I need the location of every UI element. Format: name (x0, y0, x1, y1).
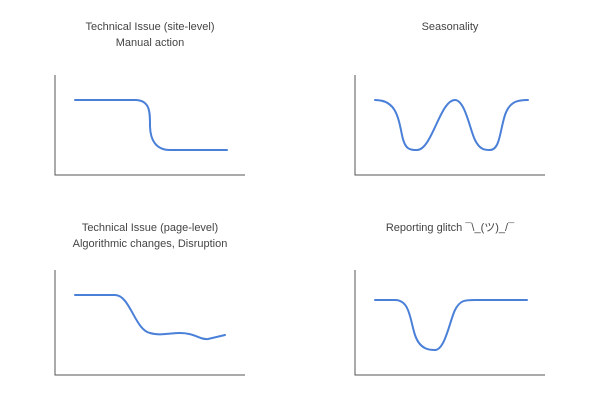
panel-subtitle: Manual action (116, 37, 185, 49)
axes (354, 270, 545, 376)
axes (54, 270, 245, 376)
panel-subtitle: Algorithmic changes, Disruption (73, 238, 228, 250)
panel-title: Technical Issue (site-level) (86, 21, 215, 33)
trend-curve (74, 294, 226, 341)
panel-title: Technical Issue (page-level) (82, 222, 218, 234)
trend-curve (374, 98, 529, 152)
panel-title: Reporting glitch ¯\_(ツ)_/¯ (386, 222, 515, 234)
axes (54, 75, 245, 176)
trend-curve (74, 99, 228, 151)
axes (354, 75, 545, 176)
panel-title: Seasonality (422, 21, 479, 33)
trend-curve (374, 299, 528, 352)
